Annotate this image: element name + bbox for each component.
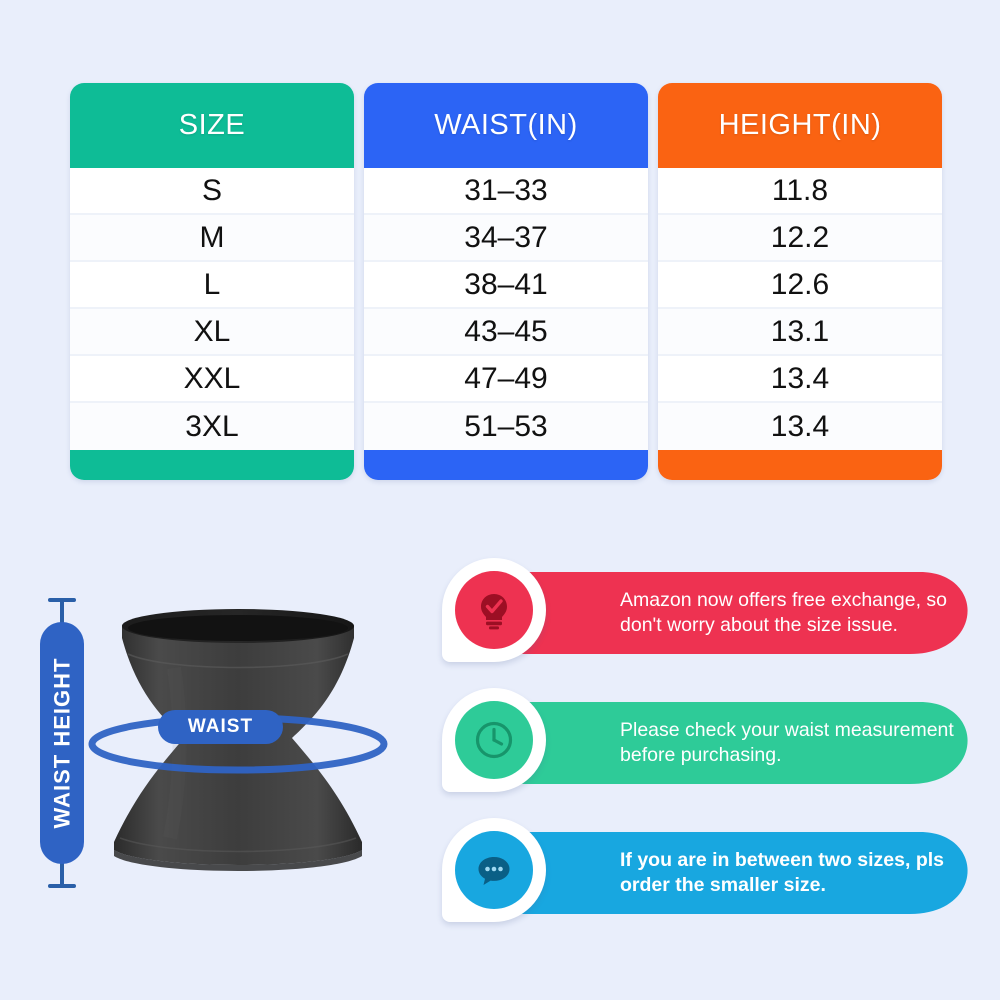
table-cell-size: XL	[70, 309, 354, 356]
info-banner-body: Amazon now offers free exchange, so don'…	[490, 572, 985, 654]
info-banner-exchange: Amazon now offers free exchange, so don'…	[440, 558, 985, 666]
waist-height-label-pill: WAIST HEIGHT	[40, 622, 84, 864]
info-banner-body: Please check your waist measurement befo…	[490, 702, 985, 784]
table-cell-height: 11.8	[658, 168, 942, 215]
info-banner-badge	[442, 688, 546, 792]
info-banner-list: Amazon now offers free exchange, so don'…	[440, 558, 985, 948]
product-illustration: WAIST HEIGHT	[18, 560, 428, 960]
clock-icon	[455, 701, 533, 779]
column-body-size: S M L XL XXL 3XL	[70, 168, 354, 450]
table-cell-height: 12.6	[658, 262, 942, 309]
info-banner-text: If you are in between two sizes, pls ord…	[620, 849, 944, 896]
info-banner-badge	[442, 818, 546, 922]
table-cell-waist: 34–37	[364, 215, 648, 262]
size-chart-column-height: HEIGHT(IN) 11.8 12.2 12.6 13.1 13.4 13.4	[658, 83, 942, 480]
gauge-cap-bottom-icon	[48, 884, 76, 888]
size-chart-column-waist: WAIST(IN) 31–33 34–37 38–41 43–45 47–49 …	[364, 83, 648, 480]
table-cell-waist: 31–33	[364, 168, 648, 215]
banner-shape-blue	[490, 832, 968, 914]
info-banner-measure: Please check your waist measurement befo…	[440, 688, 985, 796]
info-banner-badge	[442, 558, 546, 662]
info-banner-text: Amazon now offers free exchange, so don'…	[620, 589, 947, 636]
table-cell-size: 3XL	[70, 403, 354, 450]
column-header-size: SIZE	[70, 83, 354, 168]
table-cell-height: 13.1	[658, 309, 942, 356]
lightbulb-check-icon	[455, 571, 533, 649]
info-banner-body: If you are in between two sizes, pls ord…	[490, 832, 985, 914]
table-cell-size: XXL	[70, 356, 354, 403]
table-cell-size: M	[70, 215, 354, 262]
table-cell-waist: 51–53	[364, 403, 648, 450]
waist-trainer-belt-icon	[78, 598, 398, 898]
banner-shape-green	[490, 702, 968, 784]
column-header-height: HEIGHT(IN)	[658, 83, 942, 168]
column-footer-size	[70, 450, 354, 480]
table-cell-height: 13.4	[658, 403, 942, 450]
waist-height-label: WAIST HEIGHT	[49, 657, 75, 829]
size-chart-column-size: SIZE S M L XL XXL 3XL	[70, 83, 354, 480]
waist-label: WAIST	[187, 716, 254, 737]
waist-label-badge: WAIST	[158, 710, 283, 744]
table-cell-size: S	[70, 168, 354, 215]
table-cell-waist: 47–49	[364, 356, 648, 403]
info-banner-sizing: If you are in between two sizes, pls ord…	[440, 818, 985, 926]
table-cell-size: L	[70, 262, 354, 309]
table-cell-height: 13.4	[658, 356, 942, 403]
gauge-cap-top-icon	[48, 598, 76, 602]
column-header-waist: WAIST(IN)	[364, 83, 648, 168]
table-cell-waist: 43–45	[364, 309, 648, 356]
table-cell-height: 12.2	[658, 215, 942, 262]
table-cell-waist: 38–41	[364, 262, 648, 309]
banner-shape-red	[490, 572, 968, 654]
info-banner-text: Please check your waist measurement befo…	[620, 719, 954, 766]
column-body-waist: 31–33 34–37 38–41 43–45 47–49 51–53	[364, 168, 648, 450]
chat-bubble-icon	[455, 831, 533, 909]
waist-height-gauge: WAIST HEIGHT	[40, 598, 84, 888]
column-footer-height	[658, 450, 942, 480]
column-footer-waist	[364, 450, 648, 480]
column-body-height: 11.8 12.2 12.6 13.1 13.4 13.4	[658, 168, 942, 450]
size-chart-table: SIZE S M L XL XXL 3XL WAIST(IN) 31–33 34…	[70, 83, 942, 480]
